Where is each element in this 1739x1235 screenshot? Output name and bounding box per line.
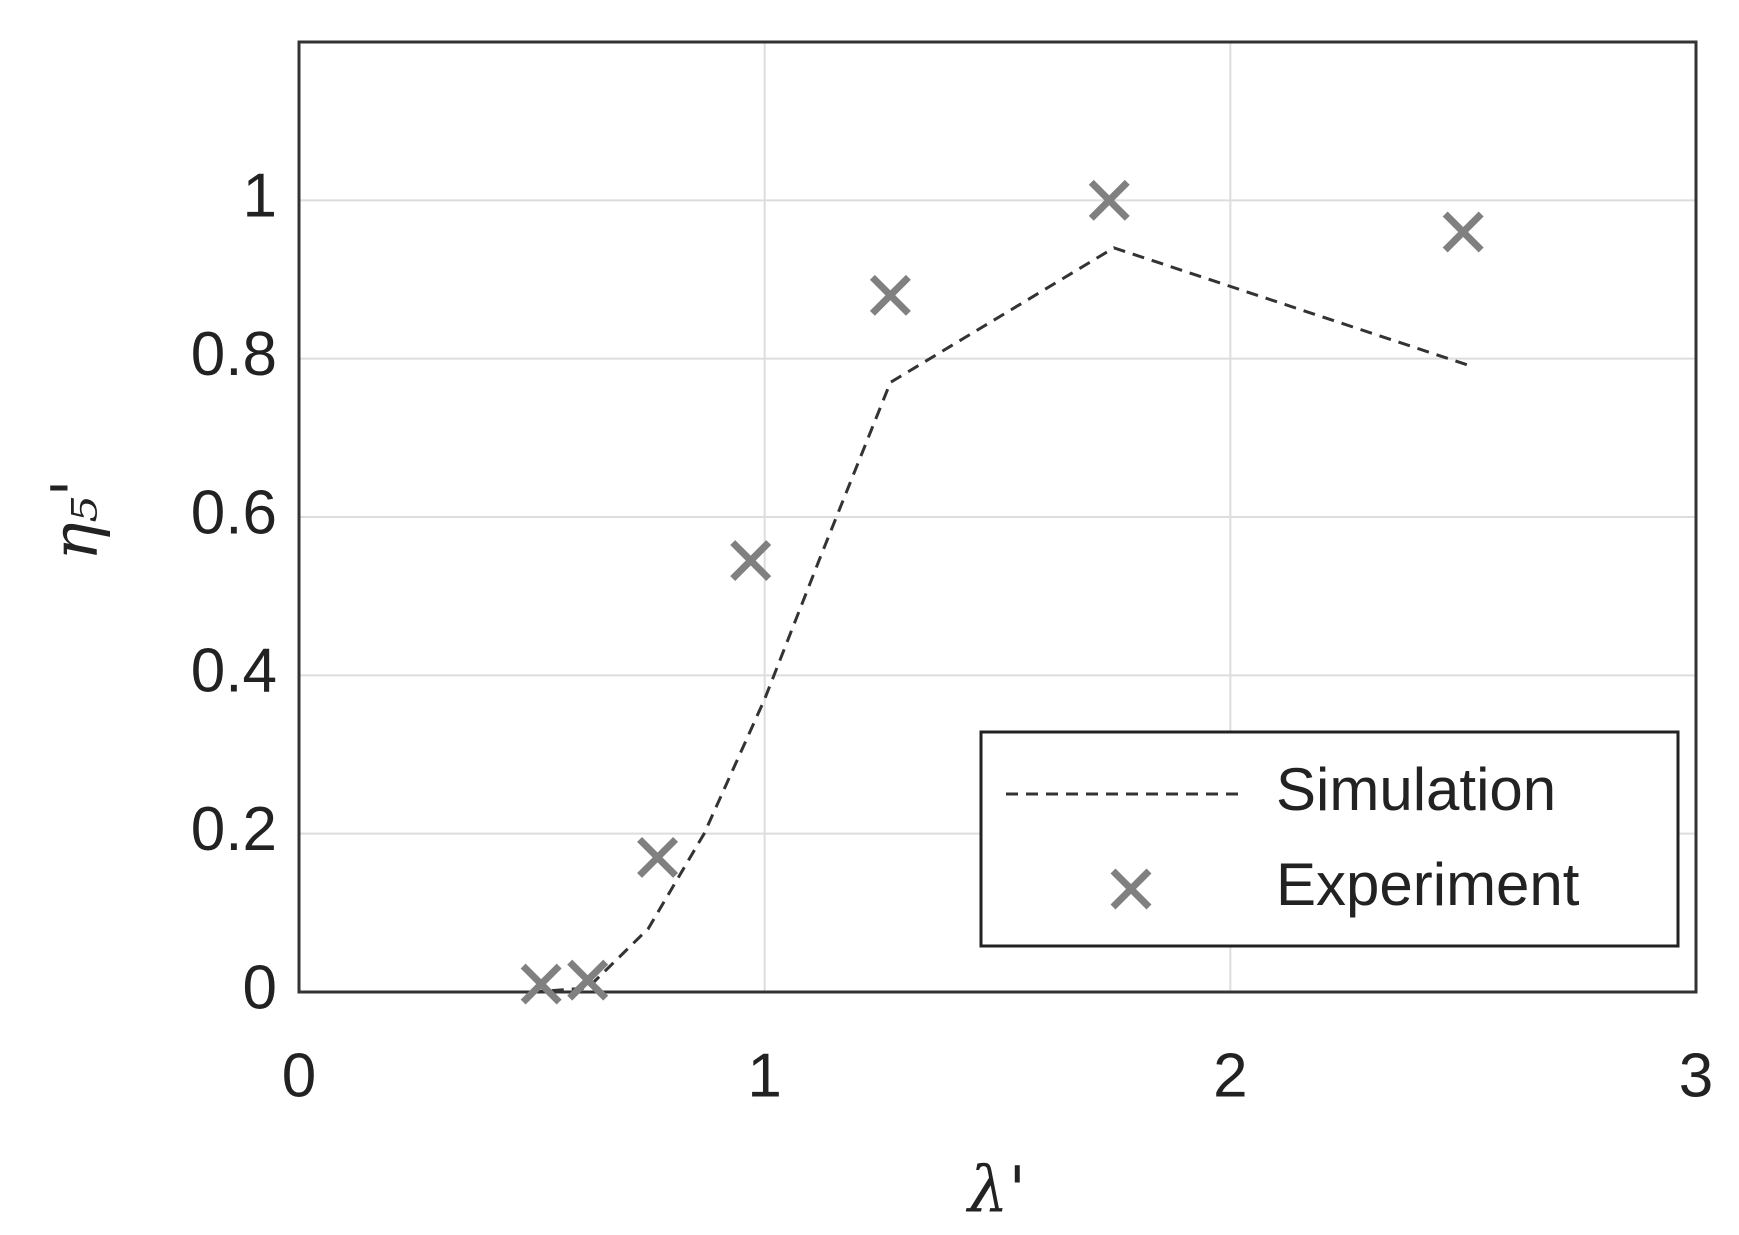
y-tick-label: 0.2 — [191, 795, 277, 864]
y-tick-label: 1 — [243, 162, 277, 231]
experiment-marker — [1088, 179, 1130, 221]
y-axis-label: η₅' — [39, 479, 113, 561]
legend-label: Simulation — [1276, 756, 1556, 823]
x-tick-label: 1 — [747, 1041, 781, 1110]
experiment-marker — [1442, 211, 1484, 253]
experiment-marker — [730, 540, 772, 582]
experiment-marker — [520, 963, 562, 1005]
legend-swatch — [1110, 868, 1152, 910]
y-tick-label: 0.6 — [191, 478, 277, 547]
experiment-marker — [869, 274, 911, 316]
y-tick-label: 0.4 — [191, 637, 277, 706]
y-tick-label: 0.8 — [191, 320, 277, 389]
x-tick-label: 3 — [1679, 1041, 1713, 1110]
simulation-line — [531, 246, 1473, 994]
axes-frame — [297, 40, 1698, 994]
x-tick-label: 0 — [282, 1041, 316, 1110]
x-axis-label: λ' — [965, 1154, 1026, 1228]
legend-label: Experiment — [1276, 851, 1580, 918]
legend-box — [979, 730, 1680, 948]
y-tick-label: 0 — [243, 953, 277, 1022]
experiment-marker — [637, 836, 679, 878]
experiment-marker — [567, 959, 609, 1001]
x-tick-label: 2 — [1213, 1041, 1247, 1110]
